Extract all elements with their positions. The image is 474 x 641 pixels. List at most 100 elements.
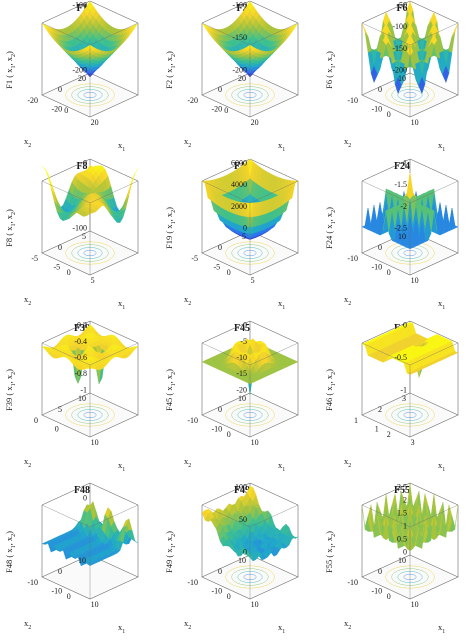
contour-line	[231, 244, 269, 262]
y-tick-label: 0	[58, 243, 62, 252]
axis-box-edge	[409, 158, 459, 182]
surface-patch	[364, 32, 372, 54]
y-tick-label: -10	[27, 578, 38, 587]
z-axis-label: F1 ( x1, x2)	[4, 51, 17, 89]
y-axis-label: x2	[24, 136, 31, 149]
z-tick-label: -0.5	[394, 353, 407, 362]
z-tick-label: 4000	[231, 180, 247, 189]
contour-line	[77, 89, 103, 101]
z-tick-label: 0	[83, 493, 87, 502]
z-tick-label: -0.6	[74, 353, 87, 362]
surface-mesh	[361, 321, 459, 378]
contour-line	[237, 89, 263, 101]
x-tick-label: 0	[227, 430, 231, 439]
contour-line	[243, 249, 257, 257]
z-tick-label: 1	[403, 521, 407, 530]
contour-line	[83, 91, 97, 99]
x-tick-label: -10	[371, 263, 382, 272]
axis-box-edge	[361, 342, 411, 366]
subplot-title: F55	[394, 485, 410, 496]
y-tick-label: 0	[218, 85, 222, 94]
contour-line	[243, 91, 257, 99]
contour-line	[71, 86, 109, 104]
contour-line	[237, 247, 263, 259]
y-tick-label: 0	[58, 567, 62, 576]
y-tick-label: 1	[354, 416, 358, 425]
axis-box-edge	[249, 158, 299, 182]
axis-box-edge	[89, 504, 139, 528]
x-tick-label: 10	[91, 438, 99, 447]
y-tick-label: 5	[58, 405, 62, 414]
surface-mesh	[201, 486, 299, 562]
y-axis-label: x2	[184, 618, 191, 631]
x-tick-label: -5	[213, 263, 220, 272]
surface-patch	[451, 22, 459, 37]
x-tick-label: 5	[251, 276, 255, 285]
contour-line	[243, 411, 257, 419]
z-tick-label: -100	[392, 22, 407, 31]
axis-box-edge	[89, 320, 139, 344]
surface-mesh	[361, 172, 459, 250]
x-tick-label: 1	[375, 425, 379, 434]
y-tick-label: 10	[78, 556, 86, 565]
y-tick-label: 0	[378, 243, 382, 252]
x-axis-label: x1	[278, 622, 285, 635]
axis-box-edge	[41, 0, 91, 24]
y-tick-label: 2	[378, 405, 382, 414]
axis-box-edge	[41, 158, 91, 182]
y-tick-label: 20	[238, 74, 246, 83]
axis-box-edge	[201, 482, 251, 506]
z-tick-label: -2	[400, 202, 407, 211]
x-tick-label: 0	[67, 268, 71, 277]
subplot-title: F45	[234, 323, 250, 334]
y-axis-label: x2	[344, 456, 351, 469]
contour-line	[397, 571, 423, 583]
axis-box-edge	[409, 342, 459, 366]
subplot-title: F8	[76, 161, 87, 172]
contour-line	[65, 241, 115, 265]
surface-mesh	[201, 338, 299, 395]
x-tick-label: 0	[387, 592, 391, 601]
y-tick-label: 20	[78, 74, 86, 83]
y-tick-label: 10	[78, 394, 86, 403]
y-tick-label: 0	[218, 243, 222, 252]
z-axis-label: F55 ( x1, x2)	[324, 531, 337, 573]
y-axis-label: x2	[344, 618, 351, 631]
y-tick-label: 5	[82, 232, 86, 241]
x-tick-label: -5	[53, 263, 60, 272]
x-axis-label: x1	[278, 298, 285, 311]
axis-box-edge	[361, 504, 411, 528]
surface-mesh	[41, 0, 139, 78]
surface-patch	[448, 32, 456, 54]
y-tick-label: -10	[347, 96, 358, 105]
y-tick-label: 10	[238, 394, 246, 403]
subplot-title: F1	[76, 3, 87, 14]
contour-line	[225, 83, 275, 107]
axis-box-edge	[249, 482, 299, 506]
y-axis-label: x2	[184, 136, 191, 149]
y-axis-label: x2	[24, 456, 31, 469]
axis-box-edge	[89, 158, 139, 182]
surface-mesh	[201, 158, 299, 240]
subplot-title: F48	[74, 485, 90, 496]
y-axis-label: x2	[344, 136, 351, 149]
z-tick-label: 0	[403, 321, 407, 330]
x-tick-label: 0	[387, 110, 391, 119]
axis-box-edge	[361, 180, 411, 204]
surface-mesh	[41, 165, 139, 223]
y-tick-label: -5	[191, 254, 198, 263]
axis-box-edge	[361, 320, 411, 344]
surface-mesh	[41, 324, 139, 385]
contour-line	[71, 406, 109, 424]
x-tick-label: 5	[91, 276, 95, 285]
z-tick-label: 6000	[231, 159, 247, 168]
z-tick-label: -1	[400, 385, 407, 394]
axis-box-edge	[41, 180, 91, 204]
contour-line	[391, 244, 429, 262]
x-tick-label: 10	[411, 276, 419, 285]
axis-box-edge	[41, 482, 91, 506]
